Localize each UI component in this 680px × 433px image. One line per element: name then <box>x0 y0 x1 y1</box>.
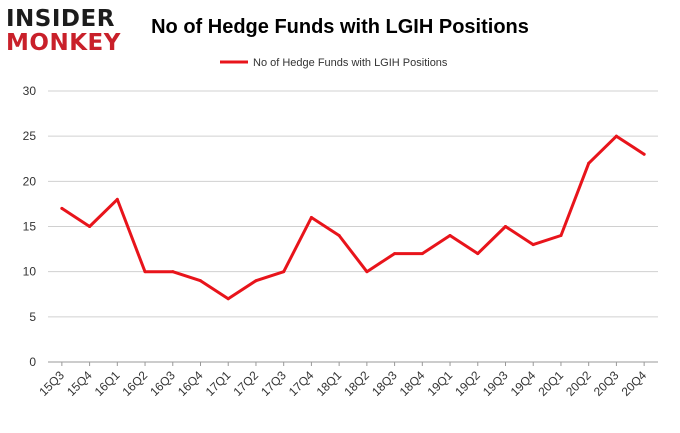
x-tick-label-19Q3: 19Q3 <box>480 368 511 399</box>
y-tick-label-30: 30 <box>23 84 37 98</box>
data-point-17Q1 <box>226 297 230 301</box>
chart-title: No of Hedge Funds with LGIH Positions <box>151 16 529 38</box>
x-tick-label-17Q3: 17Q3 <box>258 368 289 399</box>
data-point-19Q4 <box>531 243 535 247</box>
x-tick-label-17Q1: 17Q1 <box>203 368 234 399</box>
y-tick-label-25: 25 <box>23 129 37 143</box>
data-point-19Q2 <box>476 252 480 256</box>
y-tick-label-20: 20 <box>23 174 37 188</box>
data-point-16Q4 <box>199 279 202 283</box>
x-tick-label-18Q3: 18Q3 <box>369 368 400 399</box>
data-point-17Q4 <box>309 215 313 219</box>
data-point-17Q3 <box>282 270 286 274</box>
x-tick-label-15Q4: 15Q4 <box>64 368 95 399</box>
x-axis-ticks: 15Q315Q416Q116Q216Q316Q417Q117Q217Q317Q4… <box>36 362 649 399</box>
data-point-18Q3 <box>393 252 397 256</box>
series-line-0 <box>60 134 646 301</box>
x-tick-label-17Q2: 17Q2 <box>230 368 261 399</box>
data-point-20Q4 <box>642 152 646 156</box>
data-point-17Q2 <box>254 279 258 283</box>
x-tick-label-18Q4: 18Q4 <box>397 368 428 399</box>
x-tick-label-20Q2: 20Q2 <box>563 368 594 399</box>
legend: No of Hedge Funds with LGIH Positions <box>220 57 448 69</box>
series-layer <box>60 134 646 301</box>
data-point-15Q3 <box>60 206 64 210</box>
logo-line-1: INSIDER <box>6 6 115 32</box>
y-tick-label-10: 10 <box>23 265 37 279</box>
x-tick-label-18Q2: 18Q2 <box>341 368 372 399</box>
x-tick-label-20Q1: 20Q1 <box>535 368 566 399</box>
x-tick-label-16Q3: 16Q3 <box>147 368 178 399</box>
x-tick-label-18Q1: 18Q1 <box>314 368 345 399</box>
data-point-19Q1 <box>448 234 452 238</box>
y-tick-label-15: 15 <box>23 220 37 234</box>
x-tick-label-20Q3: 20Q3 <box>591 368 622 399</box>
y-tick-label-5: 5 <box>29 310 36 324</box>
data-point-20Q3 <box>614 134 618 138</box>
x-tick-label-15Q3: 15Q3 <box>36 368 67 399</box>
legend-label: No of Hedge Funds with LGIH Positions <box>253 57 448 69</box>
data-point-15Q4 <box>88 225 92 228</box>
x-tick-label-19Q2: 19Q2 <box>452 368 483 399</box>
x-tick-label-16Q2: 16Q2 <box>120 368 151 399</box>
x-tick-label-17Q4: 17Q4 <box>286 368 317 399</box>
x-tick-label-19Q1: 19Q1 <box>425 368 456 399</box>
y-tick-label-0: 0 <box>29 355 36 369</box>
x-tick-label-16Q1: 16Q1 <box>92 368 123 399</box>
insider-monkey-logo: INSIDER MONKEY <box>6 6 130 58</box>
grid-lines <box>48 90 658 318</box>
data-point-16Q3 <box>171 270 175 274</box>
data-point-20Q2 <box>587 161 591 165</box>
data-point-18Q2 <box>365 270 369 274</box>
data-point-16Q2 <box>143 270 147 274</box>
data-point-16Q1 <box>115 197 119 201</box>
x-tick-label-20Q4: 20Q4 <box>619 368 650 399</box>
data-point-18Q1 <box>337 234 341 238</box>
data-point-20Q1 <box>559 234 563 238</box>
data-point-18Q4 <box>420 252 424 256</box>
x-tick-label-19Q4: 19Q4 <box>508 368 539 399</box>
data-point-19Q3 <box>504 225 507 228</box>
x-tick-label-16Q4: 16Q4 <box>175 368 206 399</box>
logo-line-2: MONKEY <box>6 30 121 56</box>
y-axis-ticks: 0 5 10 15 20 25 30 <box>23 84 37 369</box>
